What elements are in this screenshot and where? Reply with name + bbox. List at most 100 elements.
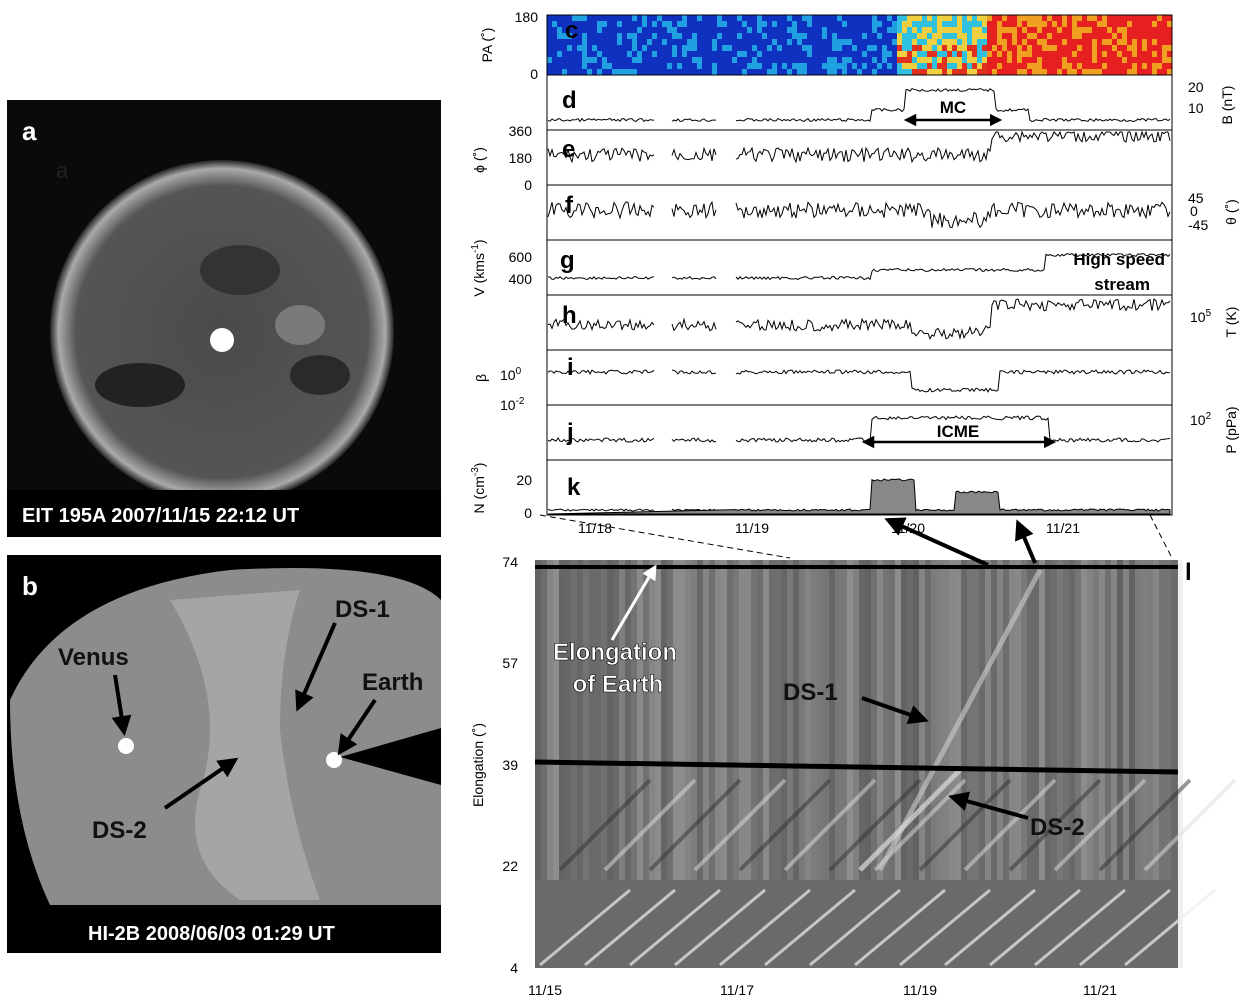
trace <box>735 415 1171 443</box>
heatmap-cell <box>727 15 732 21</box>
axis-label-part: N (cm <box>471 476 487 513</box>
annotation: stream <box>1094 275 1150 294</box>
coronal-hole <box>95 363 185 407</box>
heatmap-cell <box>767 27 772 33</box>
heatmap-cell <box>1107 21 1112 27</box>
heatmap-cell <box>607 45 612 51</box>
heatmap-cell <box>712 63 717 69</box>
heatmap-cell <box>752 15 757 21</box>
heatmap-cell <box>582 51 587 57</box>
heatmap-cell <box>1062 39 1067 45</box>
heatmap-cell <box>1122 27 1127 33</box>
heatmap-cell <box>757 33 762 39</box>
heatmap-cell <box>612 27 617 33</box>
date-tick: 11/19 <box>735 520 769 536</box>
heatmap-cell <box>792 63 797 69</box>
heatmap-cell <box>1082 57 1087 63</box>
heatmap-cell <box>877 45 882 51</box>
heatmap-cell <box>632 33 637 39</box>
heatmap-cell <box>747 15 752 21</box>
heatmap-cell <box>637 45 642 51</box>
heatmap-cell <box>622 21 627 27</box>
heatmap-cell <box>1152 39 1157 45</box>
heatmap-cell <box>742 33 747 39</box>
heatmap-cell <box>742 63 747 69</box>
heatmap-cell <box>982 15 987 21</box>
heatmap-cell <box>567 21 572 27</box>
heatmap-cell <box>872 39 877 45</box>
heatmap-cell <box>957 27 962 33</box>
heatmap-cell <box>732 57 737 63</box>
overlay-letter: a <box>56 158 69 183</box>
heatmap-cell <box>727 45 732 51</box>
heatmap-cell <box>662 33 667 39</box>
heatmap-cell <box>987 21 992 27</box>
heatmap-cell <box>1117 63 1122 69</box>
heatmap-cell <box>812 27 817 33</box>
heatmap-cell <box>842 63 847 69</box>
heatmap-cell <box>1097 33 1102 39</box>
heatmap-cell <box>1137 45 1142 51</box>
heatmap-cell <box>742 57 747 63</box>
heatmap-cell <box>657 21 662 27</box>
heatmap-cell <box>617 15 622 21</box>
heatmap-cell <box>1002 45 1007 51</box>
heatmap-cell <box>907 27 912 33</box>
heatmap-cell <box>787 51 792 57</box>
heatmap-cell <box>777 51 782 57</box>
heatmap-cell <box>677 33 682 39</box>
heatmap-cell <box>832 33 837 39</box>
heatmap-cell <box>572 15 577 21</box>
heatmap-cell <box>1022 15 1027 21</box>
heatmap-cell <box>547 15 552 21</box>
heatmap-cell <box>1012 33 1017 39</box>
heatmap-cell <box>582 45 587 51</box>
heatmap-cell <box>1087 51 1092 57</box>
track <box>539 888 631 967</box>
heatmap-cell <box>612 69 617 75</box>
heatmap-cell <box>657 45 662 51</box>
heatmap-cell <box>592 33 597 39</box>
heatmap-cell <box>582 39 587 45</box>
heatmap-cell <box>1067 39 1072 45</box>
heatmap-cell <box>712 27 717 33</box>
tick-label: 45 <box>1188 190 1204 206</box>
heatmap-cell <box>1117 21 1122 27</box>
heatmap-cell <box>757 51 762 57</box>
heatmap-cell <box>677 21 682 27</box>
heatmap-cell <box>992 21 997 27</box>
heatmap-cell <box>1112 15 1117 21</box>
heatmap-cell <box>937 15 942 21</box>
heatmap-cell <box>612 51 617 57</box>
heatmap-cell <box>777 33 782 39</box>
heatmap-cell <box>667 63 672 69</box>
heatmap-cell <box>587 51 592 57</box>
jmap-column <box>901 560 907 968</box>
heatmap-cell <box>727 69 732 75</box>
heatmap-cell <box>1147 51 1152 57</box>
heatmap-cell <box>577 51 582 57</box>
heatmap-cell <box>907 63 912 69</box>
heatmap-cell <box>707 51 712 57</box>
heatmap-cell <box>1072 57 1077 63</box>
heatmap-cell <box>792 45 797 51</box>
heatmap-cell <box>972 57 977 63</box>
heatmap-cell <box>717 21 722 27</box>
heatmap-cell <box>637 57 642 63</box>
heatmap-cell <box>567 39 572 45</box>
heatmap-cell <box>1157 39 1162 45</box>
heatmap-cell <box>782 57 787 63</box>
heatmap-cell <box>562 15 567 21</box>
heatmap-cell <box>917 51 922 57</box>
heatmap-cell <box>687 15 692 21</box>
heatmap-cell <box>867 15 872 21</box>
heatmap-cell <box>1102 33 1107 39</box>
heatmap-cell <box>652 45 657 51</box>
heatmap-cell <box>872 69 877 75</box>
frame <box>546 74 1173 131</box>
jmap-column <box>1141 560 1147 968</box>
heatmap-cell <box>847 57 852 63</box>
heatmap-cell <box>837 45 842 51</box>
heatmap-cell <box>967 33 972 39</box>
heatmap-cell <box>722 27 727 33</box>
